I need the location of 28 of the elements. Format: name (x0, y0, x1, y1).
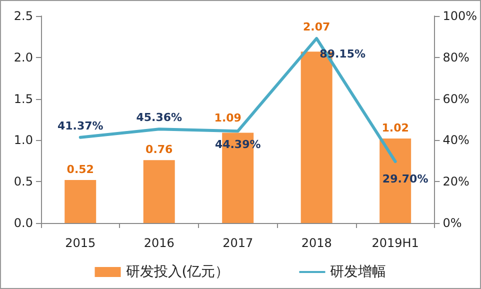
data-label: 41.37% (57, 119, 104, 132)
data-label: 1.02 (382, 122, 409, 135)
x-tick-label: 2017 (222, 236, 254, 250)
y2-tick-label: 0% (442, 216, 462, 230)
bar (64, 180, 96, 223)
data-label: 45.36% (136, 111, 182, 124)
y-tick-label: 0.0 (14, 216, 33, 230)
x-tick-label: 2015 (65, 236, 96, 250)
data-label: 2.07 (303, 20, 330, 34)
legend-label: 研发投入(亿元） (126, 264, 230, 280)
y2-tick-label: 40% (442, 133, 470, 148)
y-tick-label: 2.5 (14, 9, 33, 23)
y-tick-label: 2.0 (14, 50, 33, 64)
data-label: 1.09 (214, 112, 242, 125)
y-tick-label: 1.5 (14, 92, 33, 106)
data-label: 0.76 (146, 143, 174, 156)
y2-tick-label: 60% (442, 92, 470, 106)
y-tick-label: 0.5 (14, 174, 33, 189)
x-tick-label: 2016 (144, 236, 174, 250)
data-label: 0.52 (66, 162, 94, 176)
y2-tick-label: 80% (442, 50, 470, 64)
y-tick-label: 1.0 (14, 133, 33, 148)
bar (143, 160, 175, 223)
x-tick-label: 2018 (301, 236, 332, 250)
x-tick-label: 2019H1 (372, 236, 419, 250)
y2-tick-label: 100% (442, 9, 478, 23)
legend-label: 研发增幅 (330, 264, 386, 280)
y2-tick-label: 20% (442, 174, 470, 189)
